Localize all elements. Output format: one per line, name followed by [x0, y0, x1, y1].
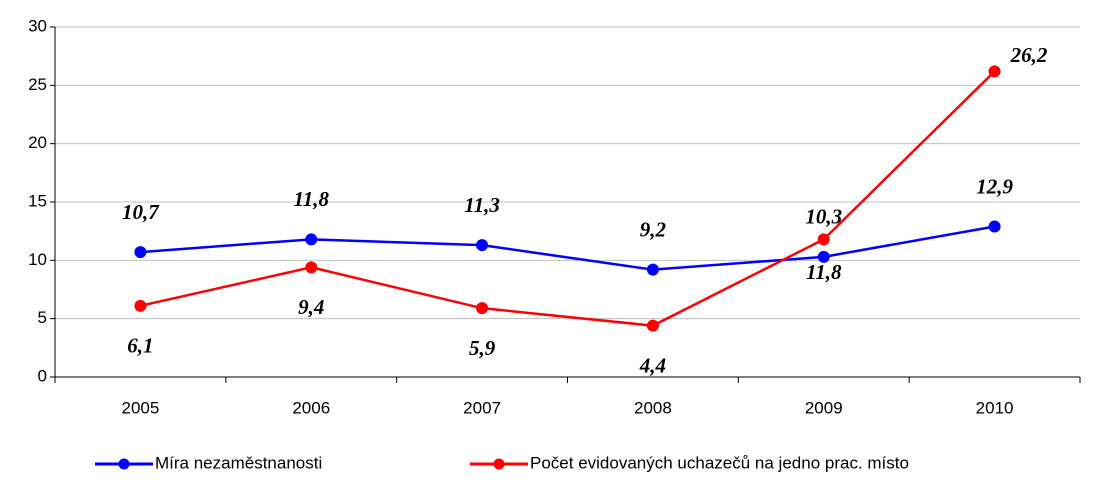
point [476, 302, 489, 315]
legend-label: Počet evidovaných uchazečů na jedno prac… [530, 453, 909, 472]
value-label: 4,4 [639, 353, 666, 377]
point [988, 220, 1001, 233]
y-tick-label: 20 [28, 133, 47, 152]
point [817, 250, 830, 263]
point [305, 261, 318, 274]
point [646, 319, 659, 332]
y-tick-label: 15 [28, 191, 47, 210]
x-tick-label: 2006 [292, 398, 330, 417]
value-label: 26,2 [1010, 43, 1048, 67]
point [134, 246, 147, 259]
value-label: 9,2 [640, 217, 667, 241]
x-tick-label: 2010 [976, 398, 1014, 417]
value-label: 10,7 [122, 200, 160, 224]
point [988, 65, 1001, 78]
y-tick-label: 5 [38, 308, 47, 327]
series-line [140, 70, 996, 327]
y-tick-label: 0 [38, 366, 47, 385]
value-label: 11,8 [806, 260, 842, 284]
x-tick-label: 2005 [122, 398, 160, 417]
y-tick-label: 30 [28, 16, 47, 35]
point [817, 233, 830, 246]
legend-label: Míra nezaměstnanosti [155, 453, 322, 472]
point [476, 239, 489, 252]
value-label: 6,1 [127, 334, 153, 358]
y-tick-label: 25 [28, 75, 47, 94]
value-label: 10,3 [805, 205, 842, 229]
y-tick-label: 10 [28, 250, 47, 269]
legend-marker [118, 458, 130, 470]
legend-marker [493, 458, 505, 470]
x-tick-label: 2007 [463, 398, 501, 417]
value-label: 11,3 [464, 193, 500, 217]
value-label: 9,4 [298, 295, 324, 319]
value-label: 5,9 [469, 336, 496, 360]
value-label: 11,8 [293, 187, 329, 211]
x-tick-label: 2008 [634, 398, 672, 417]
series-line [140, 225, 995, 271]
point [305, 233, 318, 246]
value-label: 12,9 [976, 174, 1013, 198]
x-tick-label: 2009 [805, 398, 843, 417]
point [646, 263, 659, 276]
point [134, 299, 147, 312]
